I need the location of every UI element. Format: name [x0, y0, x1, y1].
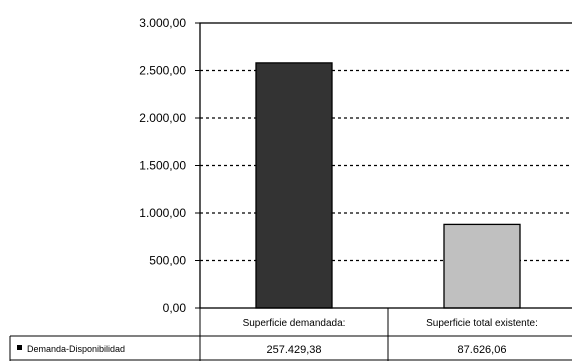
category-label: Superficie demandada: — [243, 318, 346, 329]
legend-swatch — [17, 345, 22, 350]
y-tick-label: 1.500,00 — [139, 159, 186, 173]
category-label: Superficie total existente: — [426, 318, 538, 329]
y-tick-label: 3.000,00 — [139, 16, 186, 30]
legend-entry: Demanda-Disponibilidad — [27, 344, 125, 354]
data-table-value: 87.626,06 — [458, 344, 507, 356]
y-tick-label: 500,00 — [149, 254, 186, 268]
data-table: Superficie demandada: 257.429,38 Superfici… — [9, 308, 572, 361]
bar — [443, 223, 521, 309]
y-axis: 0,00 500,00 1.000,00 1.500,00 2.000,00 2.500,… — [139, 16, 200, 315]
bars — [255, 62, 521, 309]
y-tick-label: 1.000,00 — [139, 206, 186, 220]
bar — [255, 62, 333, 309]
y-tick-label: 2.000,00 — [139, 111, 186, 125]
y-tick-label: 2.500,00 — [139, 64, 186, 78]
data-table-value: 257.429,38 — [266, 344, 321, 356]
legend: Demanda-Disponibilidad — [17, 344, 125, 354]
y-tick-label: 0,00 — [163, 301, 187, 315]
